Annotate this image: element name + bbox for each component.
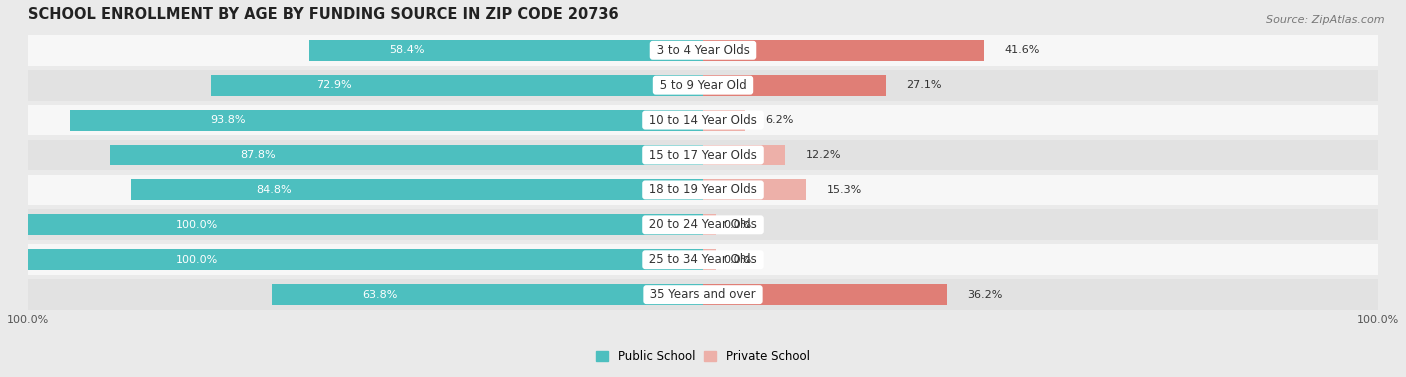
Bar bbox=[703, 75, 886, 96]
Text: 63.8%: 63.8% bbox=[363, 290, 398, 300]
Text: 18 to 19 Year Olds: 18 to 19 Year Olds bbox=[645, 184, 761, 196]
Bar bbox=[211, 75, 703, 96]
Text: 25 to 34 Year Olds: 25 to 34 Year Olds bbox=[645, 253, 761, 266]
Text: 3 to 4 Year Olds: 3 to 4 Year Olds bbox=[652, 44, 754, 57]
Legend: Public School, Private School: Public School, Private School bbox=[592, 345, 814, 368]
Text: 15 to 17 Year Olds: 15 to 17 Year Olds bbox=[645, 149, 761, 161]
Bar bbox=[28, 249, 703, 270]
Bar bbox=[28, 35, 1378, 66]
Bar bbox=[28, 244, 1378, 275]
Text: 41.6%: 41.6% bbox=[1004, 45, 1039, 55]
Bar bbox=[70, 110, 703, 130]
Bar bbox=[28, 279, 1378, 310]
Bar bbox=[703, 179, 806, 201]
Bar bbox=[703, 110, 745, 130]
Bar bbox=[131, 179, 703, 201]
Bar bbox=[309, 40, 703, 61]
Text: 93.8%: 93.8% bbox=[211, 115, 246, 125]
Bar bbox=[703, 215, 717, 235]
Bar bbox=[28, 210, 1378, 240]
Bar bbox=[111, 144, 703, 166]
Bar bbox=[703, 144, 786, 166]
Text: 72.9%: 72.9% bbox=[316, 80, 352, 90]
Bar bbox=[28, 70, 1378, 101]
Text: 84.8%: 84.8% bbox=[256, 185, 291, 195]
Text: Source: ZipAtlas.com: Source: ZipAtlas.com bbox=[1267, 15, 1385, 25]
Bar bbox=[703, 40, 984, 61]
Text: 87.8%: 87.8% bbox=[240, 150, 277, 160]
Bar bbox=[28, 139, 1378, 170]
Text: 100.0%: 100.0% bbox=[176, 255, 218, 265]
Bar bbox=[703, 284, 948, 305]
Text: 0.0%: 0.0% bbox=[723, 255, 751, 265]
Bar bbox=[273, 284, 703, 305]
Text: 0.0%: 0.0% bbox=[723, 220, 751, 230]
Text: 15.3%: 15.3% bbox=[827, 185, 862, 195]
Text: 100.0%: 100.0% bbox=[176, 220, 218, 230]
Bar bbox=[28, 175, 1378, 205]
Text: 36.2%: 36.2% bbox=[967, 290, 1002, 300]
Text: 27.1%: 27.1% bbox=[905, 80, 942, 90]
Text: SCHOOL ENROLLMENT BY AGE BY FUNDING SOURCE IN ZIP CODE 20736: SCHOOL ENROLLMENT BY AGE BY FUNDING SOUR… bbox=[28, 7, 619, 22]
Text: 35 Years and over: 35 Years and over bbox=[647, 288, 759, 301]
Text: 10 to 14 Year Olds: 10 to 14 Year Olds bbox=[645, 113, 761, 127]
Bar bbox=[28, 215, 703, 235]
Text: 5 to 9 Year Old: 5 to 9 Year Old bbox=[655, 79, 751, 92]
Text: 6.2%: 6.2% bbox=[765, 115, 793, 125]
Text: 58.4%: 58.4% bbox=[389, 45, 425, 55]
Bar bbox=[703, 249, 717, 270]
Text: 12.2%: 12.2% bbox=[806, 150, 841, 160]
Bar bbox=[28, 105, 1378, 135]
Text: 20 to 24 Year Olds: 20 to 24 Year Olds bbox=[645, 218, 761, 231]
